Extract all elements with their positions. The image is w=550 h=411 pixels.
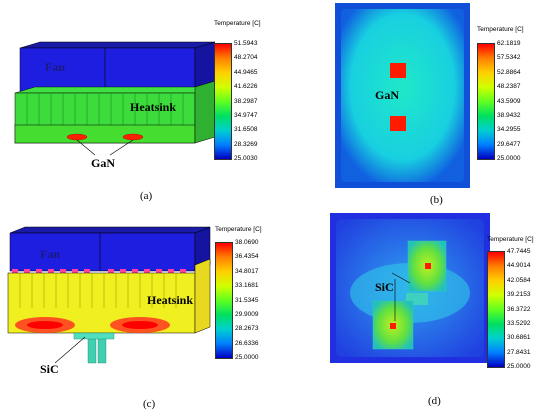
panel-d: SiC Temperature [C] 47.7445 44.9014 42.058… [275,205,550,411]
legend-tick: 28.3269 [234,141,258,148]
legend-tick: 27.8431 [507,349,531,356]
legend-title-b: Temperature [C] [477,26,524,33]
fan-label-a: Fan [45,60,66,74]
legend-tick: 25.0000 [507,363,531,370]
device-label-d: SiC [375,280,394,294]
device-label-a: GaN [91,156,115,170]
colorbar-d [487,251,505,368]
legend-tick: 38.2987 [234,98,258,105]
device-label-c: SiC [40,362,59,376]
legend-tick: 48.2704 [234,54,258,61]
legend-tick: 44.9465 [234,69,258,76]
legend-tick: 48.2387 [497,83,521,90]
legend-tick: 34.8017 [235,268,259,275]
colorbar-a [214,43,232,160]
legend-tick: 44.9014 [507,262,531,269]
legend-tick: 31.6508 [234,126,258,133]
legend-tick: 29.9009 [235,311,259,318]
legend-tick: 28.2673 [235,325,259,332]
caption-a: (a) [140,190,153,202]
colorbar-c [215,242,233,359]
legend-tick: 62.1819 [497,40,521,47]
heatsink-label-c: Heatsink [147,293,194,307]
legend-tick: 42.0584 [507,277,531,284]
caption-c: (c) [143,398,156,410]
legend-tick: 36.3722 [507,306,531,313]
panel-a: Fan Heatsink GaN Temperature [C] 51.5943… [0,0,275,205]
panel-c: Fan Heatsink SiC Temperature [C] 38.0690… [0,205,275,411]
legend-tick: 38.0690 [235,239,259,246]
caption-d: (d) [428,395,441,407]
fan-label-c: Fan [40,247,61,261]
legend-title-c: Temperature [C] [215,226,262,233]
legend-tick: 38.9432 [497,112,521,119]
board-thermal-map-d [330,213,490,363]
legend-tick: 25.0000 [235,354,259,361]
legend-tick: 30.6861 [507,334,531,341]
legend-tick: 39.2153 [507,291,531,298]
panel-b: GaN Temperature [C] 62.1819 57.5342 52.886… [275,0,550,206]
legend-title-d: Temperature [C] [487,236,534,243]
heatsink-fan-3d-model-a [14,41,215,156]
legend-tick: 34.9747 [234,112,258,119]
legend-tick: 26.6336 [235,340,259,347]
legend-tick: 47.7445 [507,248,531,255]
legend-tick: 31.5345 [235,297,259,304]
board-thermal-map-b [335,3,470,188]
legend-tick: 51.5943 [234,40,258,47]
legend-tick: 25.0000 [497,155,521,162]
legend-tick: 29.6477 [497,141,521,148]
heatsink-label-a: Heatsink [130,100,177,114]
legend-tick: 34.2955 [497,126,521,133]
legend-tick: 33.5292 [507,320,531,327]
legend-tick: 57.5342 [497,54,521,61]
legend-tick: 25.0030 [234,155,258,162]
device-label-b: GaN [375,88,399,102]
heatsink-fan-3d-model-c [7,226,211,364]
caption-b: (b) [430,194,443,206]
colorbar-b [477,43,495,160]
legend-title-a: Temperature [C] [214,20,261,27]
legend-tick: 41.6226 [234,83,258,90]
legend-tick: 52.8864 [497,69,521,76]
legend-tick: 33.1681 [235,282,259,289]
legend-tick: 36.4354 [235,253,259,260]
legend-tick: 43.5909 [497,98,521,105]
